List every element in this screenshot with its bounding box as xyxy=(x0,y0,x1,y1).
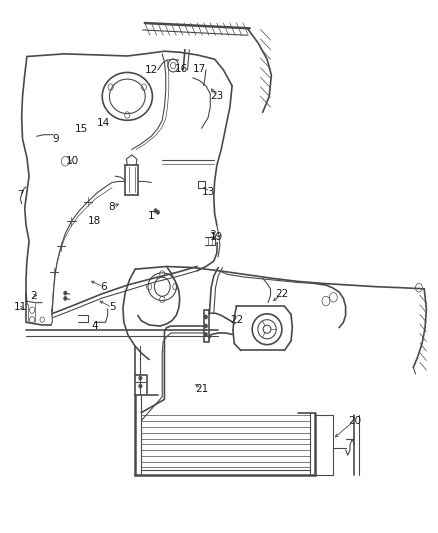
Text: 13: 13 xyxy=(201,187,215,197)
Text: 4: 4 xyxy=(91,321,98,331)
Circle shape xyxy=(64,296,67,301)
Text: 12: 12 xyxy=(145,65,158,75)
Text: 19: 19 xyxy=(210,232,223,243)
Text: 11: 11 xyxy=(14,302,27,312)
Text: 3: 3 xyxy=(209,230,216,240)
Text: 6: 6 xyxy=(100,282,106,292)
Text: 15: 15 xyxy=(75,124,88,134)
Circle shape xyxy=(204,333,208,337)
Circle shape xyxy=(139,384,142,388)
Text: 23: 23 xyxy=(210,91,223,101)
Text: 22: 22 xyxy=(230,314,243,325)
Text: 10: 10 xyxy=(66,156,79,166)
Circle shape xyxy=(204,315,208,319)
Circle shape xyxy=(154,208,157,213)
Text: 9: 9 xyxy=(52,134,59,144)
Text: 22: 22 xyxy=(276,289,289,299)
Text: 7: 7 xyxy=(17,190,24,200)
Circle shape xyxy=(64,291,67,295)
Text: 5: 5 xyxy=(109,302,115,312)
Circle shape xyxy=(156,210,159,214)
Text: 16: 16 xyxy=(175,64,188,74)
Text: 1: 1 xyxy=(148,211,155,221)
Text: 14: 14 xyxy=(97,118,110,128)
Text: 18: 18 xyxy=(88,216,101,227)
Circle shape xyxy=(204,324,208,328)
Text: 2: 2 xyxy=(30,290,37,301)
Circle shape xyxy=(139,376,142,380)
Text: 17: 17 xyxy=(193,64,206,74)
Text: 21: 21 xyxy=(195,384,208,394)
Text: 8: 8 xyxy=(109,202,115,212)
Text: 20: 20 xyxy=(348,416,361,426)
